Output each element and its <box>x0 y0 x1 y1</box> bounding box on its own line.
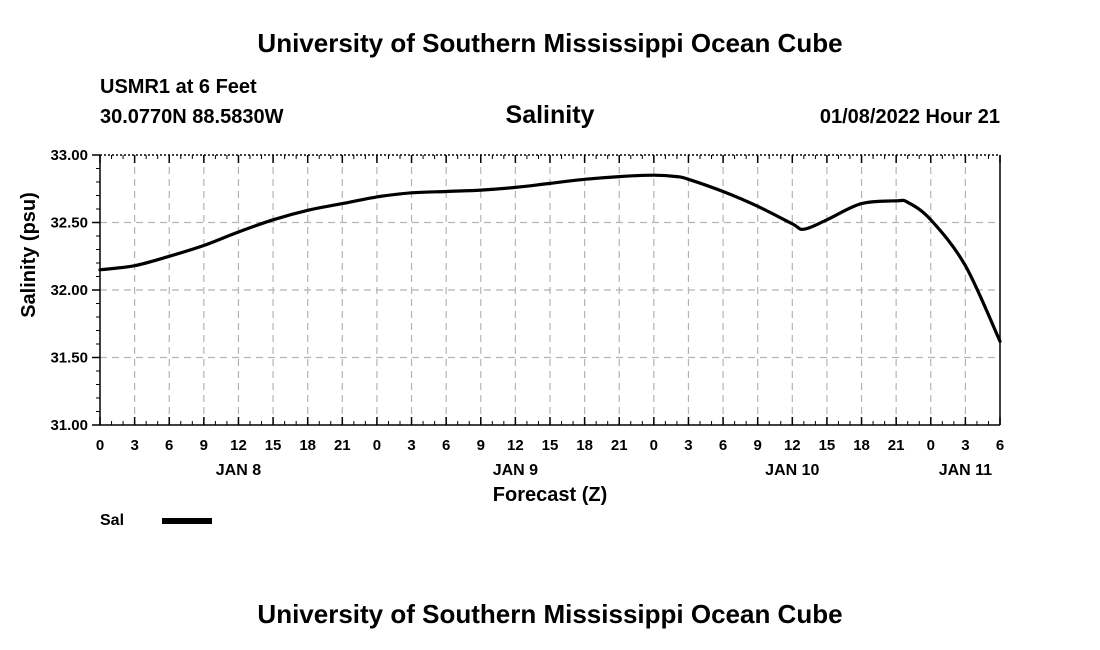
y-tick-label: 32.00 <box>50 282 88 299</box>
x-tick-label: 0 <box>927 437 935 454</box>
x-tick-label: 0 <box>650 437 658 454</box>
y-tick-label: 31.50 <box>50 350 88 367</box>
x-axis-label: Forecast (Z) <box>493 484 607 506</box>
y-axis-label: Salinity (psu) <box>18 192 40 318</box>
chart-grid <box>100 155 1000 425</box>
day-label: JAN 9 <box>493 462 538 479</box>
x-tick-label: 12 <box>230 437 247 454</box>
x-tick-label: 21 <box>611 437 628 454</box>
day-label: JAN 11 <box>939 462 992 479</box>
x-tick-label: 3 <box>961 437 969 454</box>
legend: Sal <box>100 512 212 529</box>
station-coordinates: 30.0770N 88.5830W <box>100 106 284 128</box>
footer-title: University of Southern Mississippi Ocean… <box>257 599 843 629</box>
legend-label: Sal <box>100 512 124 529</box>
x-tick-label: 6 <box>165 437 173 454</box>
chart-title: Salinity <box>505 101 595 129</box>
x-tick-label: 15 <box>265 437 282 454</box>
series-line-sal <box>98 173 1002 343</box>
y-axis-ticks: 31.00 31.50 32.00 32.50 33.00 <box>50 147 100 434</box>
x-tick-label: 18 <box>853 437 870 454</box>
x-tick-label: 18 <box>299 437 316 454</box>
x-tick-label: 9 <box>477 437 485 454</box>
x-tick-label: 21 <box>888 437 905 454</box>
x-axis-ticks: 0 3 6 9 12 15 18 21 0 3 6 9 12 15 18 21 0 3 6 9 12 15 18 21 0 3 6 <box>96 155 1004 454</box>
x-tick-label: 15 <box>819 437 836 454</box>
day-label: JAN 8 <box>216 462 261 479</box>
x-tick-label: 0 <box>96 437 104 454</box>
x-tick-label: 3 <box>130 437 138 454</box>
x-tick-label: 12 <box>507 437 524 454</box>
x-tick-label: 21 <box>334 437 351 454</box>
series-lines <box>98 173 1002 343</box>
x-tick-label: 18 <box>576 437 593 454</box>
y-tick-label: 31.00 <box>50 417 88 434</box>
x-tick-label: 6 <box>442 437 450 454</box>
y-tick-label: 33.00 <box>50 147 88 164</box>
x-tick-label: 0 <box>373 437 381 454</box>
x-tick-label: 6 <box>996 437 1004 454</box>
x-tick-label: 15 <box>542 437 559 454</box>
x-tick-label: 9 <box>754 437 762 454</box>
x-tick-label: 3 <box>407 437 415 454</box>
x-tick-label: 12 <box>784 437 801 454</box>
station-label: USMR1 at 6 Feet <box>100 76 257 98</box>
x-tick-label: 3 <box>684 437 692 454</box>
day-label: JAN 10 <box>765 462 819 479</box>
forecast-timestamp: 01/08/2022 Hour 21 <box>819 106 1000 128</box>
y-tick-label: 32.50 <box>50 215 88 232</box>
page-title: University of Southern Mississippi Ocean… <box>257 28 843 58</box>
x-tick-label: 6 <box>719 437 727 454</box>
x-tick-label: 9 <box>200 437 208 454</box>
day-labels: JAN 8 JAN 9 JAN 10 JAN 11 <box>216 462 992 479</box>
